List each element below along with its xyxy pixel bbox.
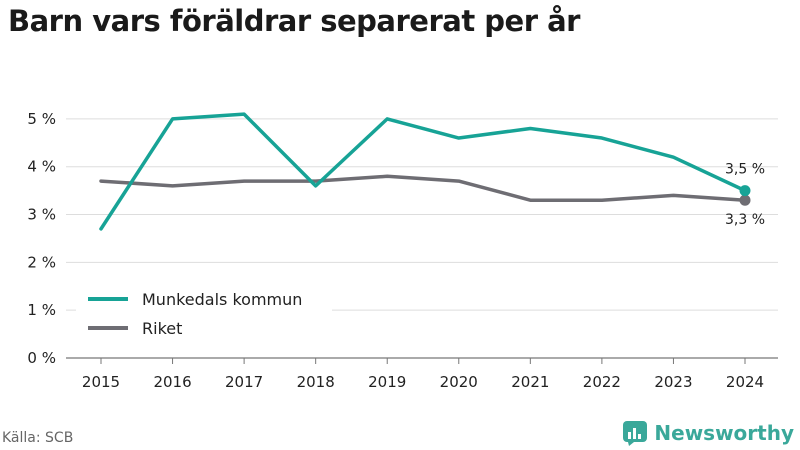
series-line-1 <box>99 174 747 202</box>
y-tick-label: 2 % <box>27 253 56 271</box>
x-tick-label: 2024 <box>726 373 764 391</box>
x-tick-label: 2018 <box>297 373 335 391</box>
legend: Munkedals kommun Riket <box>76 284 332 344</box>
x-tick-label: 2016 <box>153 373 191 391</box>
x-tick-label: 2023 <box>654 373 692 391</box>
chart-title: Barn vars föräldrar separerat per år <box>8 4 580 38</box>
x-tick-label: 2022 <box>583 373 621 391</box>
y-tick-label: 3 % <box>27 206 56 224</box>
brand-name: Newsworthy <box>654 421 794 445</box>
series-lines <box>99 112 751 231</box>
y-tick-label: 0 % <box>27 349 56 367</box>
newsworthy-logo-icon <box>623 421 648 446</box>
y-tick-label: 5 % <box>27 110 56 128</box>
brand-logo: Newsworthy <box>622 420 794 446</box>
series-line-0 <box>99 112 747 231</box>
x-tick-label: 2017 <box>225 373 263 391</box>
legend-background <box>76 284 332 344</box>
y-tick-label: 4 % <box>27 158 56 176</box>
x-tick-label: 2021 <box>511 373 549 391</box>
legend-label: Munkedals kommun <box>142 290 302 309</box>
end-labels: 3,5 % 3,3 % <box>725 162 765 229</box>
x-tick-label: 2020 <box>440 373 478 391</box>
end-value-label: 3,3 % <box>725 212 765 228</box>
series-end-point <box>739 194 751 206</box>
x-tick-label: 2019 <box>368 373 406 391</box>
y-axis-tick-labels: 0 % 1 % 2 % 3 % 4 % 5 % <box>27 110 56 367</box>
source-note: Källa: SCB <box>2 430 74 446</box>
series-end-point <box>739 185 751 197</box>
legend-label: Riket <box>142 319 182 338</box>
x-tick-label: 2015 <box>82 373 120 391</box>
end-value-label: 3,5 % <box>725 162 765 178</box>
y-tick-label: 1 % <box>27 301 56 319</box>
x-axis-tick-labels: 2015 2016 2017 2018 2019 2020 2021 2022 2023 2024 <box>82 373 764 391</box>
